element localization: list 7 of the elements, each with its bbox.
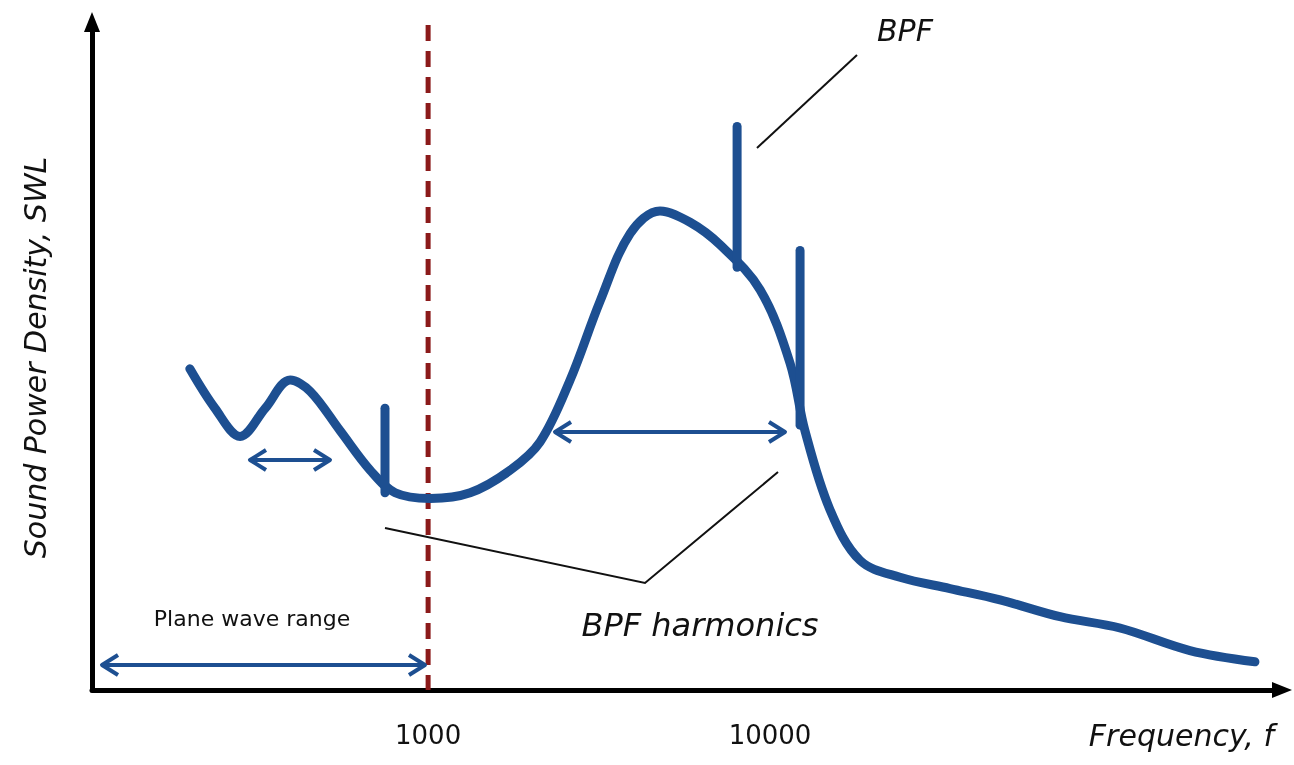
y-axis-title: Sound Power Density, SWL [17,156,53,559]
annotation: Plane wave range [153,605,351,631]
annotation: BPF harmonics [581,606,819,644]
x-tick-label: 1000 [395,720,462,750]
text: BPF [877,12,934,48]
x-axis-title: Frequency, f [1088,717,1279,753]
x-tick-label: 10000 [728,720,812,750]
